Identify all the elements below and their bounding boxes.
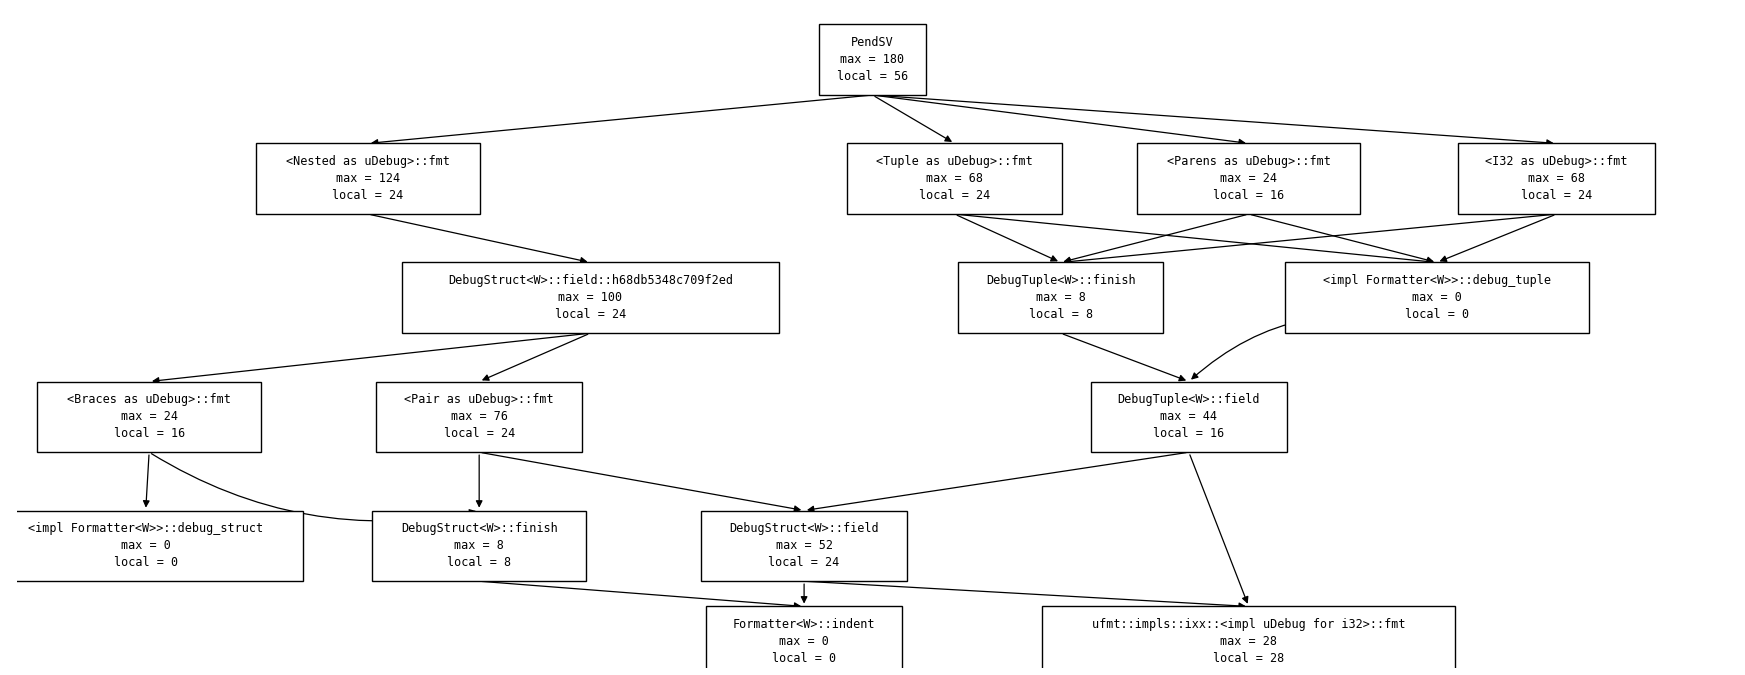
FancyBboxPatch shape [1459, 143, 1654, 214]
FancyBboxPatch shape [705, 606, 902, 675]
Text: <impl Formatter<W>>::debug_struct
max = 0
local = 0: <impl Formatter<W>>::debug_struct max = … [28, 522, 263, 570]
FancyBboxPatch shape [401, 263, 778, 333]
Text: DebugStruct<W>::field::h68db5348c709f2ed
max = 100
local = 24: DebugStruct<W>::field::h68db5348c709f2ed… [448, 274, 733, 321]
FancyBboxPatch shape [0, 510, 302, 581]
FancyBboxPatch shape [820, 24, 925, 95]
FancyBboxPatch shape [1042, 606, 1455, 675]
FancyBboxPatch shape [701, 510, 907, 581]
Text: <Pair as uDebug>::fmt
max = 76
local = 24: <Pair as uDebug>::fmt max = 76 local = 2… [405, 394, 553, 440]
FancyBboxPatch shape [1091, 381, 1288, 452]
FancyBboxPatch shape [848, 143, 1063, 214]
Text: ufmt::impls::ixx::<impl uDebug for i32>::fmt
max = 28
local = 28: ufmt::impls::ixx::<impl uDebug for i32>:… [1092, 618, 1405, 666]
Text: DebugStruct<W>::finish
max = 8
local = 8: DebugStruct<W>::finish max = 8 local = 8 [401, 522, 558, 570]
Text: <Parens as uDebug>::fmt
max = 24
local = 16: <Parens as uDebug>::fmt max = 24 local =… [1167, 155, 1331, 202]
Text: PendSV
max = 180
local = 56: PendSV max = 180 local = 56 [838, 36, 907, 83]
Text: DebugTuple<W>::field
max = 44
local = 16: DebugTuple<W>::field max = 44 local = 16 [1117, 394, 1260, 440]
FancyBboxPatch shape [372, 510, 586, 581]
Text: <impl Formatter<W>>::debug_tuple
max = 0
local = 0: <impl Formatter<W>>::debug_tuple max = 0… [1323, 274, 1551, 321]
FancyBboxPatch shape [37, 381, 262, 452]
FancyBboxPatch shape [377, 381, 581, 452]
Text: DebugStruct<W>::field
max = 52
local = 24: DebugStruct<W>::field max = 52 local = 2… [729, 522, 879, 570]
Text: DebugTuple<W>::finish
max = 8
local = 8: DebugTuple<W>::finish max = 8 local = 8 [986, 274, 1136, 321]
FancyBboxPatch shape [1284, 263, 1590, 333]
FancyBboxPatch shape [257, 143, 480, 214]
FancyBboxPatch shape [958, 263, 1164, 333]
Text: <I32 as uDebug>::fmt
max = 68
local = 24: <I32 as uDebug>::fmt max = 68 local = 24 [1485, 155, 1628, 202]
FancyBboxPatch shape [1138, 143, 1361, 214]
Text: <Nested as uDebug>::fmt
max = 124
local = 24: <Nested as uDebug>::fmt max = 124 local … [286, 155, 450, 202]
Text: <Braces as uDebug>::fmt
max = 24
local = 16: <Braces as uDebug>::fmt max = 24 local =… [68, 394, 230, 440]
Text: <Tuple as uDebug>::fmt
max = 68
local = 24: <Tuple as uDebug>::fmt max = 68 local = … [876, 155, 1033, 202]
Text: Formatter<W>::indent
max = 0
local = 0: Formatter<W>::indent max = 0 local = 0 [733, 618, 876, 666]
